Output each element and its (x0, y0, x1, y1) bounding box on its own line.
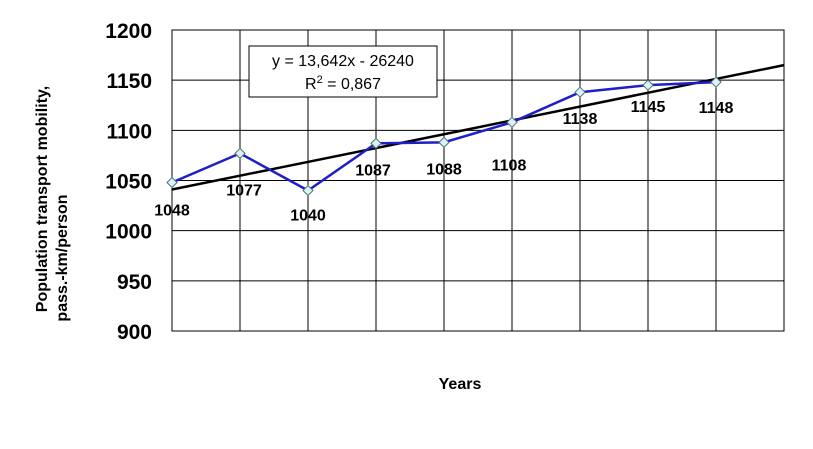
data-label: 1138 (563, 111, 598, 128)
equation-box: y = 13,642x - 26240 R2 = 0,867 (248, 45, 438, 98)
y-tick-label: 900 (117, 321, 152, 344)
trendline-line (171, 63, 785, 191)
data-point (166, 176, 178, 189)
y-tick-labels: 900 950 1000 1050 1100 1150 1200 (105, 20, 152, 344)
data-point (574, 86, 586, 98)
data-series (166, 76, 722, 197)
data-label: 1088 (426, 161, 462, 178)
data-label: 1048 (154, 203, 190, 220)
data-label: 1040 (290, 208, 326, 225)
data-point (642, 79, 654, 91)
data-point (370, 137, 382, 150)
y-axis-title-line2: pass.-km/person (54, 194, 71, 321)
trendline (171, 63, 785, 191)
data-point (302, 184, 314, 197)
data-point (710, 76, 722, 88)
trend-equation: y = 13,642x - 26240 (272, 53, 414, 70)
data-point (234, 147, 246, 160)
y-tick-label: 950 (117, 271, 152, 294)
y-tick-label: 1200 (105, 20, 152, 43)
y-tick-label: 1150 (106, 70, 152, 93)
data-labels: 1048 1077 1040 1087 1088 1108 1138 1145 1148 (154, 99, 733, 224)
data-point (438, 136, 450, 149)
data-label: 1145 (631, 99, 666, 116)
data-label: 1077 (226, 182, 262, 199)
y-axis-title-line1: Population transport mobility, (34, 86, 51, 312)
equation-box-frame (248, 45, 438, 98)
y-tick-label: 1100 (106, 120, 152, 143)
data-label: 1148 (699, 100, 734, 117)
data-label: 1087 (355, 162, 391, 179)
y-tick-label: 1000 (105, 221, 152, 244)
grid (171, 29, 785, 332)
y-tick-label: 1050 (105, 171, 152, 194)
data-label: 1108 (492, 157, 527, 174)
trend-r2: R2 = 0,867 (305, 74, 381, 93)
data-point (506, 116, 518, 129)
x-axis-title: Years (439, 376, 482, 393)
